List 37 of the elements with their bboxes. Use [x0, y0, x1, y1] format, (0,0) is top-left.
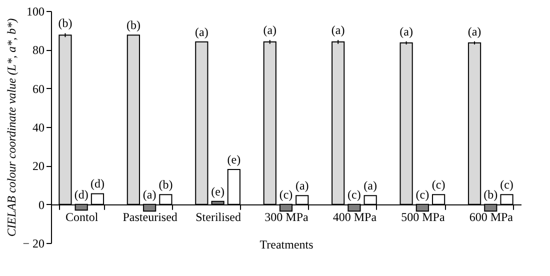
y-axis-title: CIELAB colour coordinate value (L*, a*, b*) — [4, 18, 19, 237]
data-label: (b) — [58, 16, 72, 30]
y-tick-label: 0 — [38, 198, 44, 212]
x-tick-label: 300 MPa — [264, 210, 310, 224]
data-label: (c) — [416, 187, 430, 202]
y-tick-label: 80 — [32, 43, 44, 58]
data-label: (b) — [158, 178, 173, 192]
data-label: (b) — [126, 18, 140, 32]
data-label: (d) — [90, 176, 104, 191]
y-tick-label: − 20 — [22, 236, 44, 250]
data-label: (a) — [295, 178, 309, 193]
x-tick-label: 500 MPa — [401, 210, 446, 224]
data-label: (e) — [211, 184, 224, 198]
data-label: (b) — [484, 187, 498, 202]
x-tick-label: Sterilised — [196, 210, 241, 224]
x-tick-label: 600 MPa — [469, 210, 514, 224]
y-tick-label: 60 — [32, 82, 44, 96]
data-label: (a) — [400, 24, 413, 38]
data-label: (c) — [279, 187, 293, 202]
x-axis-title: Treatments — [260, 238, 314, 252]
data-label: (a) — [468, 24, 482, 38]
data-label: (a) — [364, 178, 377, 193]
x-tick-label: 400 MPa — [332, 210, 378, 224]
data-label: (c) — [432, 178, 446, 192]
data-label: (c) — [500, 178, 514, 192]
data-label: (a) — [263, 23, 277, 37]
x-tick-label: Pasteurised — [122, 210, 178, 224]
y-tick-label: 40 — [32, 120, 44, 134]
y-tick-label: 20 — [32, 159, 44, 174]
data-label: (a) — [331, 23, 345, 37]
data-label: (a) — [142, 187, 156, 202]
data-label: (e) — [227, 152, 241, 167]
data-label: (a) — [195, 24, 208, 39]
data-label: (c) — [348, 187, 361, 202]
x-tick-label: Contol — [66, 210, 99, 224]
data-label: (d) — [74, 187, 88, 202]
y-tick-label: 100 — [26, 4, 44, 18]
